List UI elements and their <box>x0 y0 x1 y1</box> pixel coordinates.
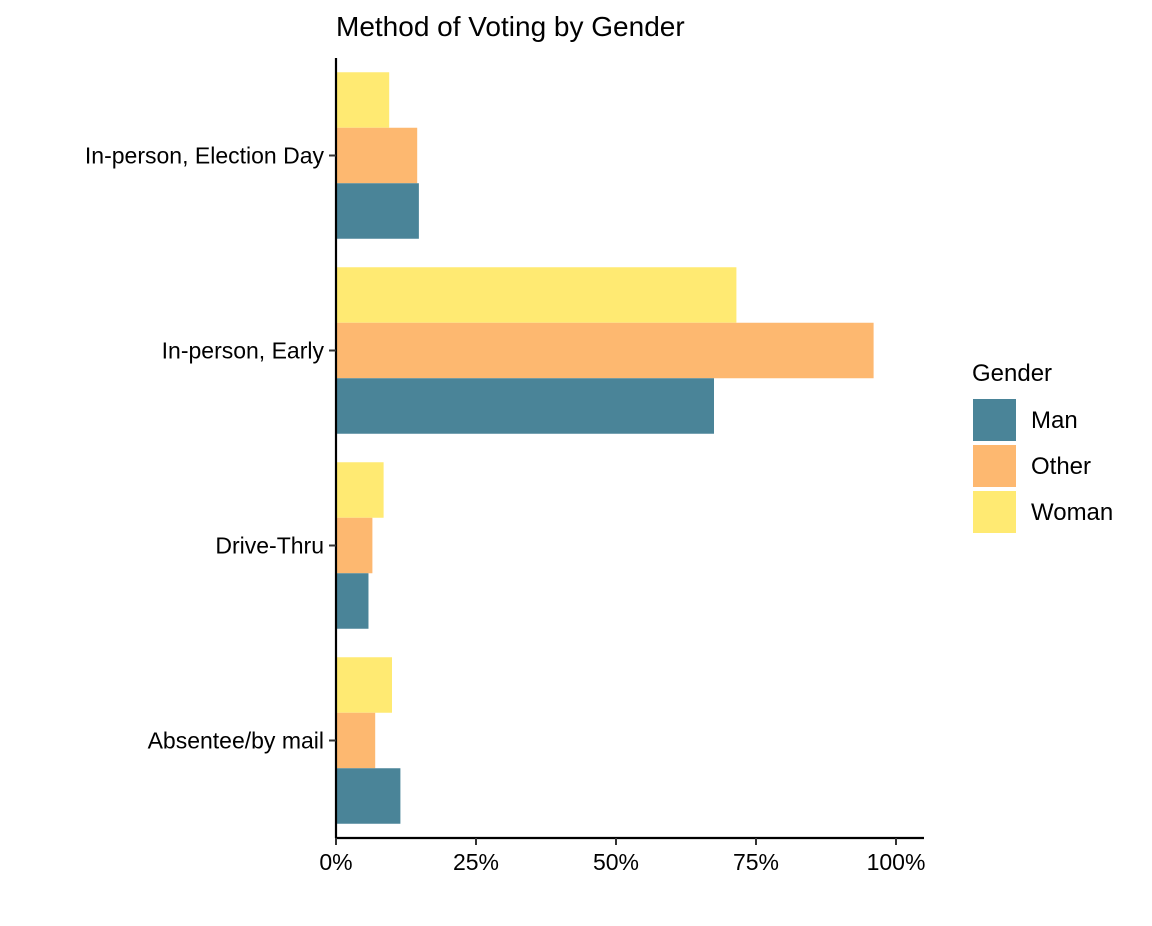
x-tick-label: 75% <box>733 849 779 875</box>
bar-woman-in-person-election-day <box>336 72 390 128</box>
legend-label-man: Man <box>1031 407 1078 434</box>
bar-woman-in-person-early <box>336 267 737 323</box>
bar-man-in-person-early <box>336 378 714 434</box>
x-tick-label: 25% <box>453 849 499 875</box>
bar-other-drive-thru <box>336 517 373 574</box>
legend: Gender Man Other Woman <box>972 360 1113 533</box>
y-tick-label: Absentee/by mail <box>148 728 324 754</box>
bar-other-absentee-by-mail <box>336 712 376 769</box>
x-tick-label: 50% <box>593 849 639 875</box>
bar-man-in-person-election-day <box>336 183 419 239</box>
y-tick-label: In-person, Election Day <box>85 143 325 169</box>
bar-other-in-person-early <box>336 322 874 379</box>
chart-title: Method of Voting by Gender <box>336 11 685 42</box>
legend-key-man <box>973 399 1016 441</box>
x-tick-label: 0% <box>319 849 352 875</box>
bar-man-drive-thru <box>336 573 369 629</box>
legend-title: Gender <box>972 360 1052 387</box>
bar-woman-absentee-by-mail <box>336 657 392 713</box>
bar-man-absentee-by-mail <box>336 768 401 824</box>
y-tick-label: In-person, Early <box>162 338 325 364</box>
axes-layer: 0% 25% 50% 75% 100% In-person, Election Day In… <box>85 58 925 875</box>
legend-label-other: Other <box>1031 453 1091 480</box>
y-tick-label: Drive-Thru <box>215 533 324 559</box>
legend-label-woman: Woman <box>1031 499 1113 526</box>
legend-key-other <box>973 445 1016 487</box>
bar-other-in-person-election-day <box>336 127 418 184</box>
bars-layer <box>336 72 874 824</box>
x-tick-label: 100% <box>867 849 926 875</box>
bar-woman-drive-thru <box>336 462 384 518</box>
legend-key-woman <box>973 491 1016 533</box>
